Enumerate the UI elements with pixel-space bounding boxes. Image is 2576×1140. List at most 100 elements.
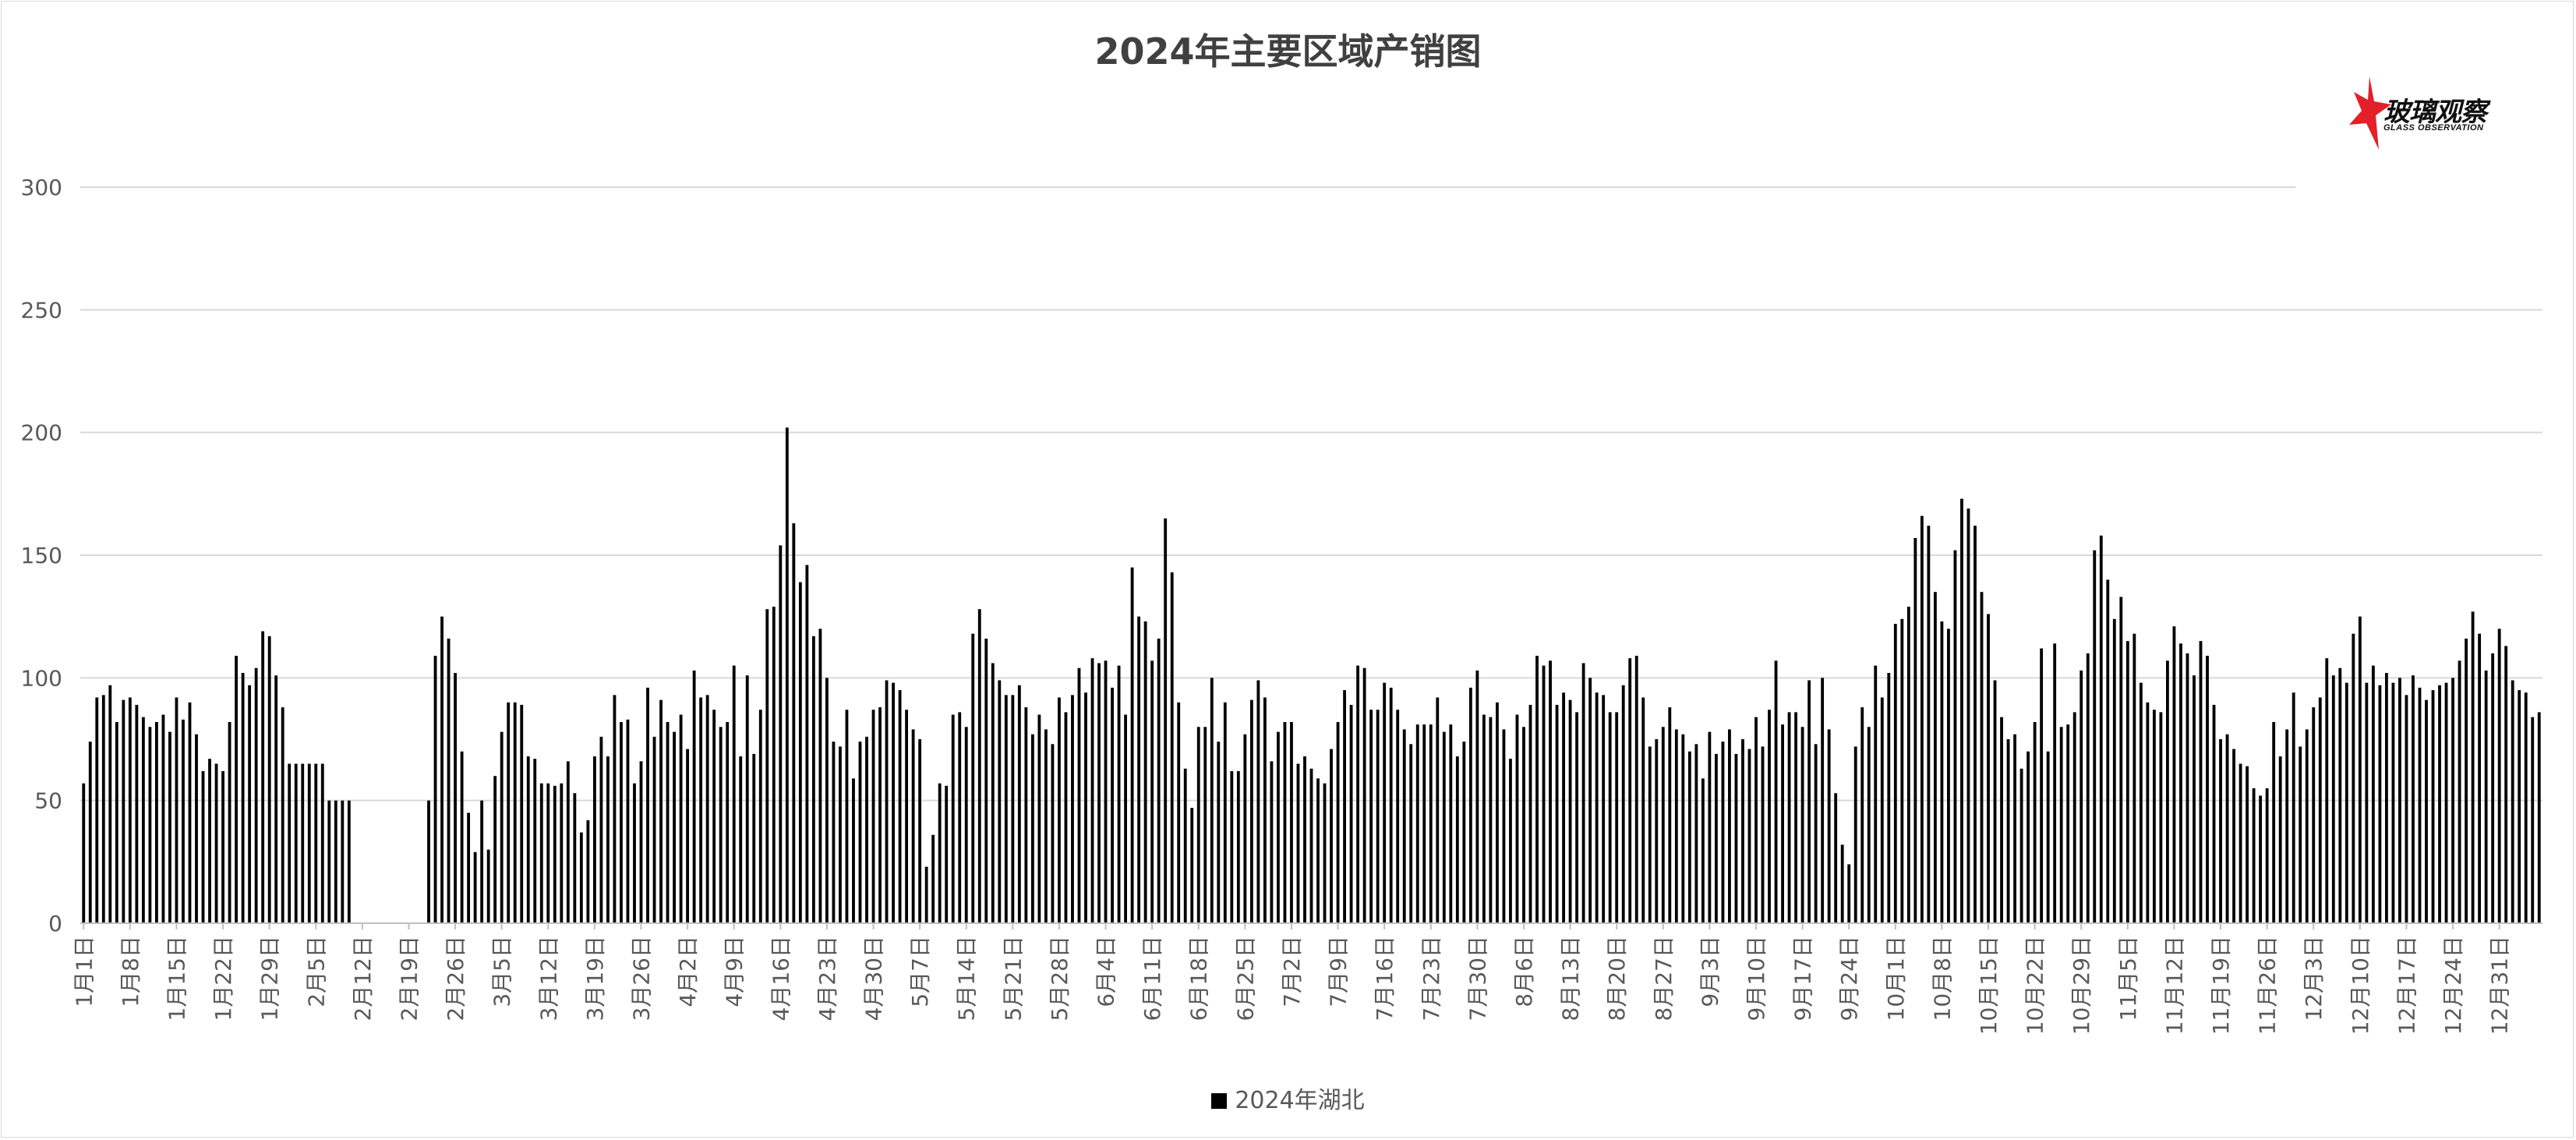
bar xyxy=(2497,628,2501,923)
bar xyxy=(1084,692,1087,923)
bar xyxy=(1993,680,1997,923)
bar xyxy=(248,685,252,923)
bar xyxy=(101,695,105,923)
bar xyxy=(1183,768,1187,923)
bar xyxy=(1728,729,1731,923)
x-tick-label: 8月27日 xyxy=(1651,936,1677,1021)
bar xyxy=(832,742,836,923)
x-tick-label: 6月11日 xyxy=(1140,936,1165,1021)
bar xyxy=(161,714,165,923)
bar xyxy=(1920,515,1924,923)
bar xyxy=(2405,695,2408,923)
bar xyxy=(1362,667,1366,923)
bar xyxy=(573,793,577,923)
x-tick-label: 2月26日 xyxy=(443,936,468,1021)
bar xyxy=(785,427,789,923)
bar xyxy=(1860,707,1864,923)
bar xyxy=(1761,746,1765,923)
x-tick-label: 6月4日 xyxy=(1094,936,1119,1007)
bar xyxy=(1595,692,1599,923)
bar xyxy=(945,785,949,923)
bar xyxy=(2371,665,2375,923)
bar xyxy=(1714,753,1718,923)
bar xyxy=(758,710,762,923)
bar xyxy=(679,714,683,923)
bar xyxy=(2484,670,2488,923)
x-tick-label: 10月15日 xyxy=(1976,936,2002,1035)
bar xyxy=(1104,660,1108,923)
bar xyxy=(1143,621,1147,923)
bar xyxy=(2431,690,2435,923)
bar xyxy=(2491,653,2495,923)
bar xyxy=(228,721,231,923)
bar xyxy=(2384,673,2388,923)
bar xyxy=(1687,751,1691,923)
bar xyxy=(1807,680,1811,923)
x-tick-label: 4月2日 xyxy=(675,936,701,1007)
bar xyxy=(2146,702,2150,923)
bar xyxy=(2059,727,2063,923)
bar xyxy=(122,699,125,923)
bar xyxy=(1940,621,1944,923)
chart-legend: 2024年湖北 xyxy=(0,1081,2576,1115)
bar xyxy=(1681,734,1685,923)
x-tick-label: 5月7日 xyxy=(907,936,933,1007)
bar xyxy=(1840,844,1844,923)
bar xyxy=(924,866,928,923)
bar xyxy=(454,673,458,923)
chart-title: 2024年主要区域产销图 xyxy=(1094,30,1482,73)
bar xyxy=(613,695,617,923)
x-tick-label: 12月10日 xyxy=(2348,936,2373,1035)
bar xyxy=(2239,763,2242,923)
bar xyxy=(214,763,218,923)
bar xyxy=(261,631,265,923)
bar xyxy=(1953,550,1957,923)
bar xyxy=(447,638,451,923)
x-tick-label: 2月12日 xyxy=(350,936,376,1021)
bar xyxy=(2378,685,2382,923)
bar xyxy=(898,690,902,923)
bar xyxy=(539,783,543,923)
bar xyxy=(1323,783,1327,923)
bar xyxy=(1774,660,1778,923)
x-tick-label: 9月17日 xyxy=(1790,936,1816,1021)
x-tick-label: 11月19日 xyxy=(2208,936,2234,1035)
x-tick-label: 3月26日 xyxy=(629,936,655,1021)
bar xyxy=(2312,707,2316,923)
bar xyxy=(2524,692,2528,923)
bar xyxy=(241,673,245,923)
bar xyxy=(2033,721,2037,923)
bar xyxy=(1721,742,1725,923)
bar xyxy=(998,680,1002,923)
x-tick-label: 1月15日 xyxy=(164,936,189,1021)
bar xyxy=(951,714,955,923)
bar xyxy=(460,751,464,923)
x-tick-label: 7月2日 xyxy=(1279,936,1305,1007)
bar xyxy=(1535,656,1539,923)
bar xyxy=(2046,751,2050,923)
bar xyxy=(2159,712,2163,923)
bar xyxy=(1270,761,1274,923)
bar xyxy=(2246,766,2249,923)
bar xyxy=(2299,746,2302,923)
y-tick-label: 50 xyxy=(34,788,62,814)
bar xyxy=(1011,695,1015,923)
bar xyxy=(1482,714,1486,923)
bar xyxy=(2125,641,2129,923)
bar xyxy=(1037,714,1041,923)
bar xyxy=(155,721,158,923)
bar xyxy=(2212,704,2216,923)
x-tick-label: 10月8日 xyxy=(1929,936,1955,1021)
bar xyxy=(2099,535,2103,923)
x-tick-label: 5月28日 xyxy=(1047,936,1072,1021)
bar xyxy=(2053,643,2057,923)
x-tick-label: 4月9日 xyxy=(722,936,747,1007)
x-tick-label: 7月9日 xyxy=(1326,936,1352,1007)
x-tick-label: 4月23日 xyxy=(814,936,840,1021)
star-logo-icon xyxy=(2349,76,2391,150)
bar xyxy=(128,697,132,923)
bar xyxy=(2027,751,2030,923)
bar xyxy=(1164,518,1168,923)
bar xyxy=(115,721,118,923)
bar xyxy=(1794,712,1797,923)
